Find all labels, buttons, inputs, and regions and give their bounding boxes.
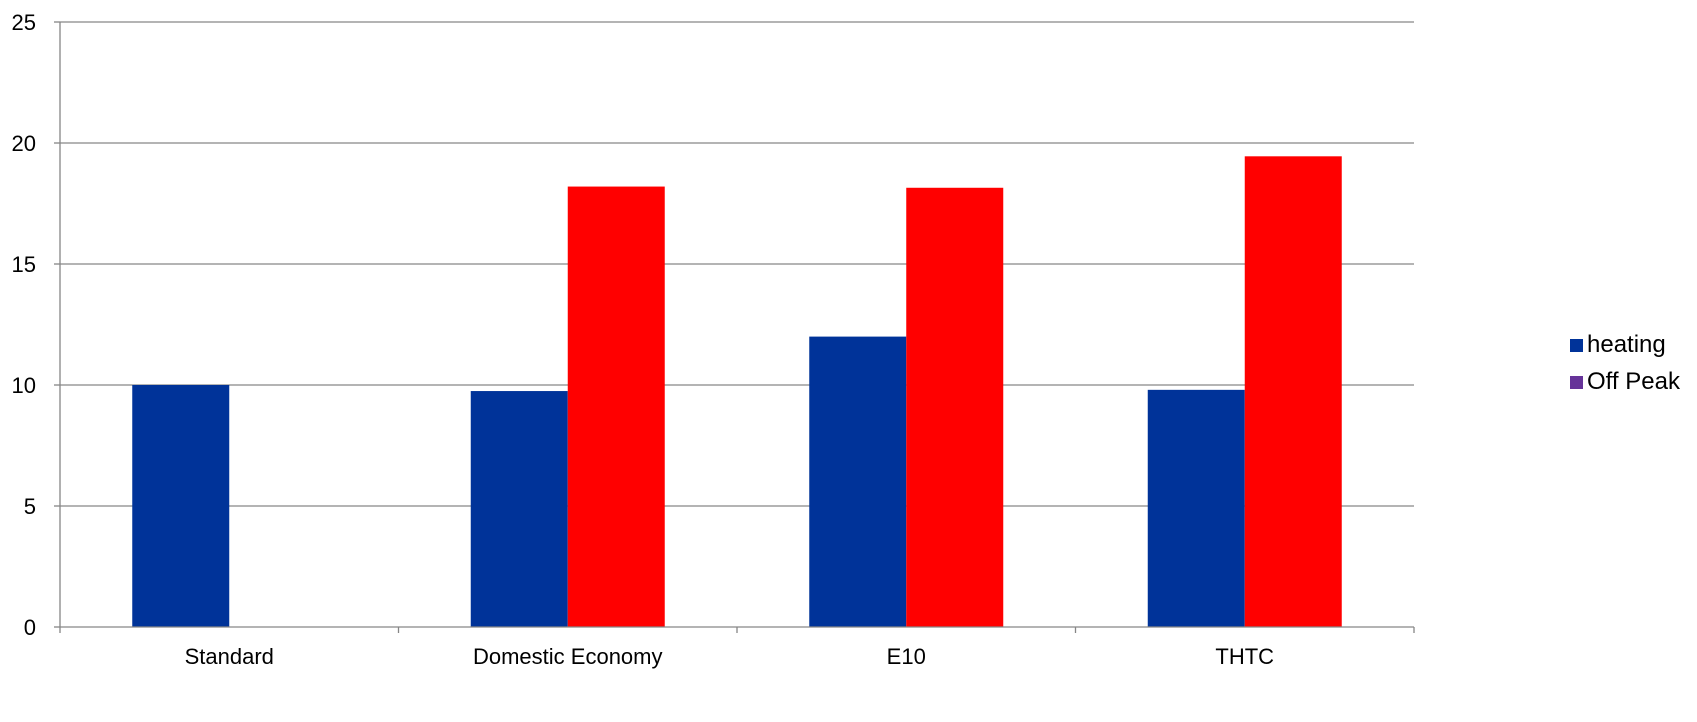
y-tick-label: 0 [24,615,36,640]
legend: heating Off Peak [1570,330,1680,404]
legend-item-off-peak: Off Peak [1570,367,1680,397]
y-tick-label: 15 [12,252,36,277]
legend-item-heating: heating [1570,330,1680,360]
bar-off-peak [1244,156,1342,627]
legend-label-heating: heating [1587,331,1666,358]
y-axis-ticks: 0 5 10 15 20 25 [12,10,60,640]
x-category-label: E10 [887,644,926,669]
bar-off-peak [906,187,1004,627]
x-category-label: Standard [185,644,274,669]
legend-swatch-heating [1570,338,1583,352]
x-category-label: Domestic Economy [473,644,663,669]
x-axis-labels: Standard Domestic Economy E10 THTC [59,627,1415,669]
y-tick-label: 5 [24,494,36,519]
y-tick-label: 25 [12,10,36,35]
bar-heating [809,336,907,627]
bar-off-peak [567,186,665,627]
y-tick-label: 20 [12,131,36,156]
x-category-label: THTC [1215,644,1274,669]
legend-swatch-off-peak [1570,375,1583,389]
bar-heating [470,391,568,627]
legend-label-off-peak: Off Peak [1587,368,1680,395]
y-tick-label: 10 [12,373,36,398]
bar-heating [132,385,230,627]
bars [132,156,1342,627]
bar-heating [1147,389,1245,627]
